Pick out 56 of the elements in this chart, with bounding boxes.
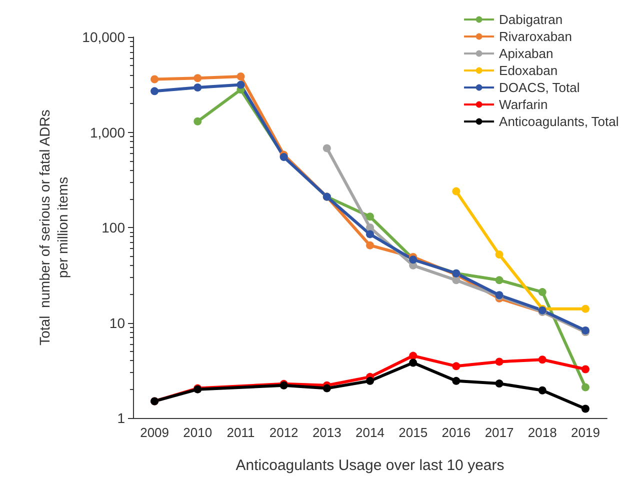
point <box>538 386 546 394</box>
x-tick-label: 2013 <box>312 425 342 440</box>
point <box>495 250 504 259</box>
point <box>194 74 202 82</box>
point <box>581 404 590 413</box>
point <box>452 362 460 370</box>
x-tick-label: 2010 <box>183 425 212 440</box>
y-tick-label: 10 <box>109 314 126 331</box>
y-tick-label: 1 <box>117 410 126 426</box>
point <box>538 356 546 364</box>
point <box>581 365 590 374</box>
y-tick-label: 100 <box>102 220 126 236</box>
x-tick-label: 2012 <box>269 425 298 440</box>
x-tick-label: 2009 <box>140 425 170 440</box>
point <box>581 383 590 392</box>
point <box>495 380 504 388</box>
point <box>409 352 418 360</box>
y-tick-label: 1,000 <box>90 124 126 140</box>
x-axis-title: Anticoagulants Usage over last 10 years <box>236 457 504 474</box>
point <box>495 276 504 284</box>
x-tick-label: 2015 <box>398 425 428 440</box>
legend-label: Dabigatran <box>499 12 563 27</box>
point <box>409 358 418 367</box>
point <box>366 230 374 238</box>
point <box>581 304 590 313</box>
point <box>366 241 374 250</box>
legend-label: Anticoagulants, Total <box>499 114 619 129</box>
legend-label: Edoxaban <box>499 63 558 78</box>
point <box>236 72 245 80</box>
legend-label: Rivaroxaban <box>499 29 572 44</box>
legend-label: Apixaban <box>499 46 554 61</box>
point <box>194 117 202 126</box>
x-tick-label: 2018 <box>528 425 557 440</box>
point <box>366 212 374 221</box>
x-tick-label: 2011 <box>226 425 255 440</box>
point <box>495 358 504 366</box>
legend-label: Warfarin <box>499 97 548 112</box>
x-tick-label: 2019 <box>570 425 600 440</box>
point <box>366 224 374 232</box>
y-tick-label: 10,000 <box>82 29 126 45</box>
x-tick-label: 2017 <box>484 425 514 440</box>
y-axis-title: Total number of serious or fatal ADRs per million items <box>36 110 70 346</box>
point <box>322 384 331 392</box>
point <box>322 144 331 152</box>
point <box>150 75 159 84</box>
point <box>236 80 245 89</box>
point <box>538 288 546 296</box>
point <box>194 84 202 92</box>
point <box>150 87 159 96</box>
x-tick-label: 2016 <box>442 425 471 440</box>
x-tick-label: 2014 <box>356 425 384 440</box>
legend-label: DOACS, Total <box>499 80 580 95</box>
point <box>452 187 460 196</box>
point <box>366 376 374 385</box>
point <box>452 376 460 385</box>
point <box>452 276 460 284</box>
